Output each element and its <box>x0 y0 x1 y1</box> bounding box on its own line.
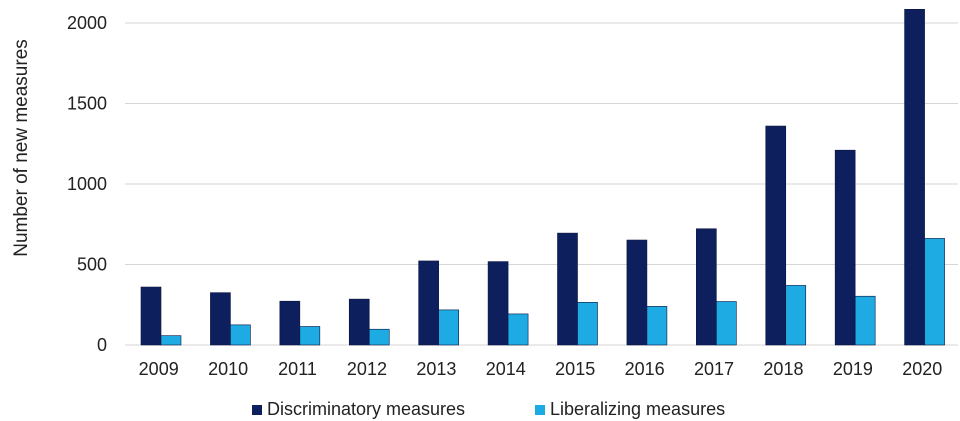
liberalizing-bar-2009 <box>160 335 182 346</box>
y-axis-ticks: 0 500 1000 1500 2000 <box>67 13 107 355</box>
discriminatory-bar-2011 <box>279 300 301 346</box>
liberalizing-bar-2017 <box>716 301 737 346</box>
discriminatory-bar-2013 <box>418 260 439 346</box>
x-tick-label: 2018 <box>763 359 803 379</box>
y-tick-label: 0 <box>97 335 107 355</box>
discriminatory-bar-2009 <box>140 286 162 346</box>
x-tick-label: 2010 <box>208 359 248 379</box>
legend-swatch-discriminatory <box>252 405 262 415</box>
liberalizing-bar-2015 <box>577 302 598 346</box>
discriminatory-bar-2014 <box>487 261 509 346</box>
liberalizing-bar-2020 <box>924 238 945 346</box>
liberalizing-bar-2014 <box>507 313 529 346</box>
liberalizing-bar-2018 <box>785 285 807 346</box>
discriminatory-bar-2019 <box>834 149 856 346</box>
x-tick-label: 2016 <box>625 359 665 379</box>
y-axis-title: Number of new measures <box>11 39 32 257</box>
liberalizing-bar-2010 <box>230 324 251 346</box>
discriminatory-bar-2020 <box>904 9 925 346</box>
discriminatory-bar-2018 <box>765 125 787 346</box>
discriminatory-bar-2016 <box>626 239 648 346</box>
x-tick-label: 2012 <box>347 359 387 379</box>
y-tick-label: 500 <box>77 255 107 275</box>
legend-swatch-liberalizing <box>535 405 545 415</box>
liberalizing-bar-2019 <box>854 295 876 346</box>
liberalizing-bar-2016 <box>646 306 668 346</box>
y-tick-label: 1000 <box>67 174 107 194</box>
legend: Discriminatory measures Liberalizing meas… <box>252 399 725 419</box>
bars <box>140 9 945 346</box>
discriminatory-bar-2015 <box>557 232 578 346</box>
y-tick-label: 2000 <box>67 13 107 33</box>
discriminatory-bar-2017 <box>696 228 717 346</box>
x-tick-label: 2009 <box>139 359 179 379</box>
x-tick-label: 2014 <box>486 359 526 379</box>
liberalizing-bar-2011 <box>299 326 321 346</box>
x-tick-label: 2015 <box>555 359 595 379</box>
discriminatory-bar-2010 <box>210 292 231 346</box>
liberalizing-bar-2012 <box>368 328 390 346</box>
legend-label-liberalizing: Liberalizing measures <box>550 399 725 419</box>
legend-label-discriminatory: Discriminatory measures <box>267 399 465 419</box>
x-axis-ticks: 2009 2010 2011 2012 2013 2014 2015 2016 2017 2018… <box>139 359 943 379</box>
discriminatory-bar-2012 <box>348 298 370 346</box>
x-tick-label: 2013 <box>416 359 456 379</box>
x-tick-label: 2019 <box>833 359 873 379</box>
x-tick-label: 2017 <box>694 359 734 379</box>
gridlines <box>125 22 958 346</box>
liberalizing-bar-2013 <box>438 309 459 346</box>
y-tick-label: 1500 <box>67 94 107 114</box>
x-tick-label: 2020 <box>902 359 942 379</box>
x-tick-label: 2011 <box>278 359 317 379</box>
